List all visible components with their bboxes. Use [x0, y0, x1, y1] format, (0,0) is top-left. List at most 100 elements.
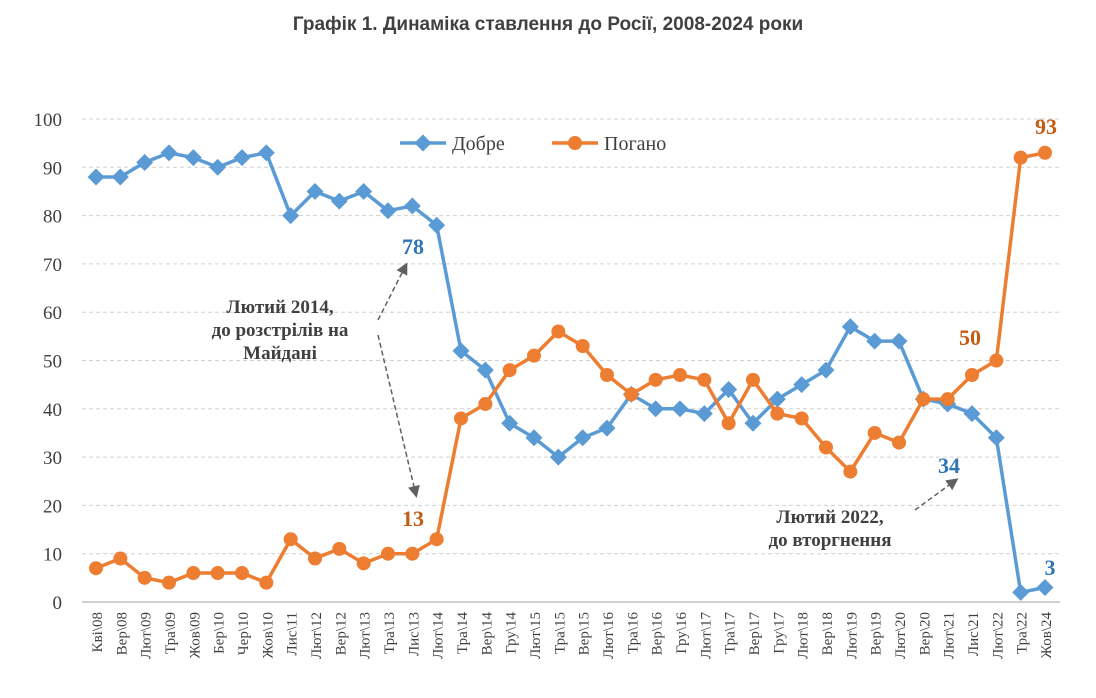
y-tick-label: 50 — [43, 352, 62, 373]
data-point — [892, 435, 906, 450]
x-tick-label: Лют\13 — [358, 612, 374, 659]
x-tick-label: Тра\15 — [552, 612, 568, 654]
x-tick-label: Жов\10 — [260, 612, 276, 658]
data-point — [574, 429, 592, 447]
data-point — [452, 342, 470, 360]
y-tick-label: 0 — [53, 593, 63, 614]
x-tick-label: Лют\19 — [844, 612, 860, 659]
data-point — [794, 411, 809, 426]
data-point — [379, 202, 397, 220]
x-tick-label: Вер\20 — [917, 612, 933, 655]
legend-label: Добре — [452, 133, 505, 155]
data-point — [527, 348, 541, 363]
data-point — [1038, 145, 1052, 160]
data-point — [257, 144, 275, 162]
data-label: 78 — [402, 234, 424, 259]
annotation-arrow — [914, 478, 959, 511]
data-point — [648, 372, 663, 387]
data-point — [624, 387, 639, 402]
x-tick-label: Лют\22 — [990, 612, 1006, 659]
data-point — [647, 400, 665, 418]
data-point — [671, 400, 689, 418]
data-point — [525, 429, 543, 447]
annotation-arrow — [377, 262, 408, 321]
data-point — [965, 367, 979, 382]
data-point — [308, 551, 322, 566]
data-point — [89, 561, 103, 576]
data-point — [184, 149, 202, 167]
y-tick-label: 10 — [43, 545, 62, 566]
series-line-Погано — [95, 151, 1046, 585]
annotation-text: Майдані — [243, 343, 317, 364]
y-tick-label: 80 — [43, 207, 62, 228]
data-point — [819, 440, 833, 455]
data-point — [673, 367, 687, 382]
data-point — [162, 575, 176, 590]
x-tick-label: Вер\17 — [747, 612, 763, 656]
data-point — [478, 396, 493, 411]
data-point — [817, 361, 835, 379]
data-point — [87, 168, 105, 186]
x-tick-label: Вер\12 — [333, 612, 349, 655]
data-point — [768, 390, 786, 408]
x-tick-label: Вер\14 — [479, 612, 495, 656]
data-point — [403, 197, 421, 215]
data-point — [890, 332, 908, 350]
data-label: 50 — [959, 325, 981, 350]
data-label: 3 — [1045, 555, 1056, 580]
data-point — [989, 353, 1004, 368]
y-tick-label: 70 — [43, 255, 62, 276]
data-point — [428, 216, 446, 234]
chart-title: Графік 1. Динаміка ставлення до Росії, 2… — [292, 14, 804, 35]
data-point — [283, 532, 298, 547]
data-point — [454, 411, 468, 426]
data-point — [940, 392, 955, 407]
data-point — [866, 332, 884, 350]
y-tick-label: 40 — [43, 400, 62, 421]
data-point — [551, 324, 566, 339]
legend-marker — [568, 136, 582, 150]
legend-label: Погано — [604, 133, 666, 155]
y-tick-label: 60 — [43, 303, 62, 324]
data-point — [111, 168, 129, 186]
data-point — [113, 551, 128, 566]
x-tick-label: Лют\12 — [309, 612, 325, 659]
data-label: 13 — [402, 506, 424, 531]
x-tick-label: Тра\09 — [163, 612, 179, 654]
data-point — [746, 372, 760, 387]
x-tick-label: Вер\19 — [869, 612, 885, 655]
x-tick-label: Лис\11 — [285, 612, 301, 655]
data-point — [332, 541, 347, 556]
data-point — [721, 416, 736, 431]
annotation-text: Лютий 2022, — [776, 507, 883, 528]
x-tick-label: Тра\13 — [382, 612, 398, 654]
x-tick-label: Тра\14 — [455, 612, 471, 654]
data-point — [381, 546, 395, 561]
data-point — [306, 182, 324, 200]
x-tick-label: Вер\18 — [820, 612, 836, 655]
x-tick-label: Лют\14 — [431, 612, 447, 659]
x-tick-label: Тра\22 — [1015, 612, 1031, 654]
data-point — [355, 182, 373, 200]
data-point — [598, 419, 616, 437]
x-tick-label: Гру\14 — [504, 612, 520, 654]
x-tick-label: Лис\21 — [966, 612, 982, 656]
data-point — [575, 339, 590, 354]
data-point — [770, 406, 785, 421]
data-point — [330, 192, 348, 210]
data-point — [501, 414, 519, 432]
x-tick-label: Жов\09 — [187, 612, 203, 658]
data-point — [160, 144, 178, 162]
data-point — [720, 380, 738, 398]
legend-marker — [414, 134, 432, 152]
data-point — [186, 566, 201, 581]
data-point — [695, 405, 713, 423]
data-point — [233, 149, 251, 167]
x-tick-label: Жов\24 — [1039, 612, 1055, 659]
x-tick-label: Вер\08 — [114, 612, 130, 655]
x-tick-label: Гру\16 — [674, 612, 690, 654]
data-point — [1013, 150, 1028, 165]
data-point — [744, 414, 762, 432]
x-tick-label: Лют\15 — [528, 612, 544, 659]
x-tick-label: Лют\09 — [139, 612, 155, 659]
